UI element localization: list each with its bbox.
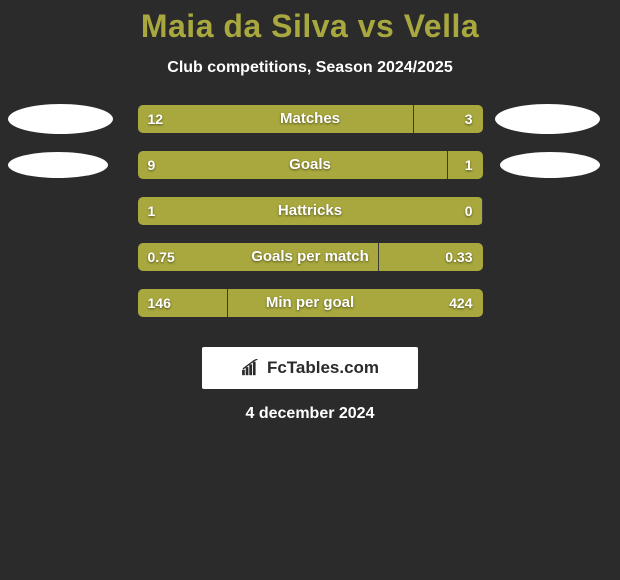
stat-bar: Goals per match0.750.33 [138,243,483,271]
page-title: Maia da Silva vs Vella [141,8,479,45]
brand-box[interactable]: FcTables.com [202,347,418,389]
player-badge-right [500,152,600,178]
bar-left [138,151,448,179]
stat-row: Goals91 [0,151,620,179]
stat-row: Hattricks10 [0,197,620,225]
subtitle: Club competitions, Season 2024/2025 [167,59,452,77]
bar-left [138,197,482,225]
bar-right [379,243,482,271]
player-badge-left [8,152,108,178]
bars-icon [241,359,263,377]
stats-area: Matches123 Goals91 Hattricks10 Goals per ma… [0,105,620,335]
bar-left [138,105,413,133]
stat-bar: Min per goal146424 [138,289,483,317]
brand: FcTables.com [241,358,379,378]
bar-right [228,289,483,317]
bar-divider [482,197,483,225]
brand-text: FcTables.com [267,358,379,378]
stat-bar: Goals91 [138,151,483,179]
stat-row: Matches123 [0,105,620,133]
stat-bar: Hattricks10 [138,197,483,225]
player-badge-right [495,104,600,134]
bar-left [138,289,227,317]
bar-right [414,105,483,133]
stat-bar: Matches123 [138,105,483,133]
date-text: 4 december 2024 [246,405,375,423]
bar-left [138,243,379,271]
comparison-card: Maia da Silva vs Vella Club competitions… [0,0,620,423]
bar-right [448,151,482,179]
stat-row: Min per goal146424 [0,289,620,317]
player-badge-left [8,104,113,134]
stat-row: Goals per match0.750.33 [0,243,620,271]
